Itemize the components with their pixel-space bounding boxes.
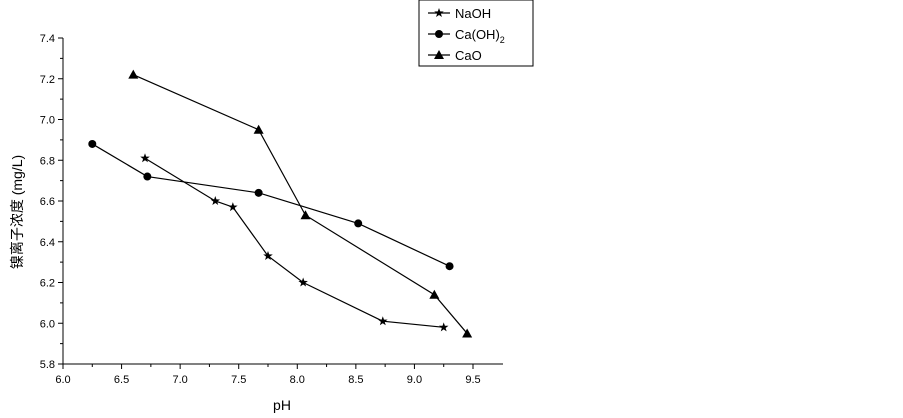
axes: [62, 38, 503, 365]
legend-item: NaOH: [428, 6, 491, 21]
y-tick-label: 7.4: [40, 33, 55, 45]
x-tick-label: 8.0: [290, 374, 305, 386]
data-point: [462, 328, 473, 338]
legend-item: CaO: [428, 48, 482, 63]
y-tick-label: 6.0: [40, 318, 55, 330]
y-tick-label: 7.2: [40, 74, 55, 86]
data-point: [254, 188, 263, 197]
y-axis-title: 镍离子浓度 (mg/L): [9, 155, 25, 269]
x-tick-label: 8.5: [348, 374, 363, 386]
ticks: 6.0 6.5 7.0 7.5 8.0 8.5 9.0 9.55.86.06.26.46.66…: [40, 33, 481, 386]
y-tick-label: 6.6: [40, 196, 55, 208]
data-point: [228, 202, 238, 212]
data-point: [429, 289, 440, 299]
data-point: [354, 219, 363, 228]
data-point: [445, 262, 454, 271]
data-point: [210, 196, 221, 206]
data-point: [300, 210, 311, 220]
x-tick-label: 9.0: [407, 374, 422, 386]
data-point: [140, 153, 150, 163]
series-line: [133, 74, 468, 334]
x-tick-label: 9.5: [465, 374, 480, 386]
data-point: [88, 139, 97, 148]
x-tick-label: 7.5: [231, 374, 246, 386]
legend-marker: [435, 30, 443, 38]
data-point: [263, 251, 273, 261]
x-tick-label: 7.0: [172, 374, 187, 386]
y-tick-label: 6.2: [40, 278, 55, 290]
x-tick-label: 6.0: [55, 374, 70, 386]
x-tick-label: 6.5: [114, 374, 129, 386]
data-point: [298, 277, 308, 287]
legend-item: Ca(OH)2: [428, 27, 505, 45]
series-line: [91, 143, 450, 267]
series-group: [88, 69, 473, 338]
legend-label: NaOH: [455, 6, 491, 21]
y-tick-label: 6.8: [40, 155, 55, 167]
y-tick-label: 6.4: [40, 237, 55, 249]
legend: NaOH Ca(OH)2 CaO: [418, 0, 534, 67]
data-point: [128, 69, 139, 79]
series-2: [128, 69, 473, 338]
data-point: [253, 124, 264, 134]
y-tick-label: 5.8: [40, 359, 55, 371]
data-point: [378, 316, 388, 326]
legend-marker: [434, 50, 444, 59]
data-point: [143, 172, 152, 181]
x-axis-title: pH: [273, 397, 291, 413]
series-0: [140, 153, 449, 332]
y-tick-label: 7.0: [40, 115, 55, 127]
data-point: [438, 322, 449, 332]
legend-label: CaO: [455, 48, 482, 63]
legend-marker: [434, 8, 444, 18]
series-1: [88, 139, 454, 271]
legend-label: Ca(OH)2: [455, 27, 505, 45]
